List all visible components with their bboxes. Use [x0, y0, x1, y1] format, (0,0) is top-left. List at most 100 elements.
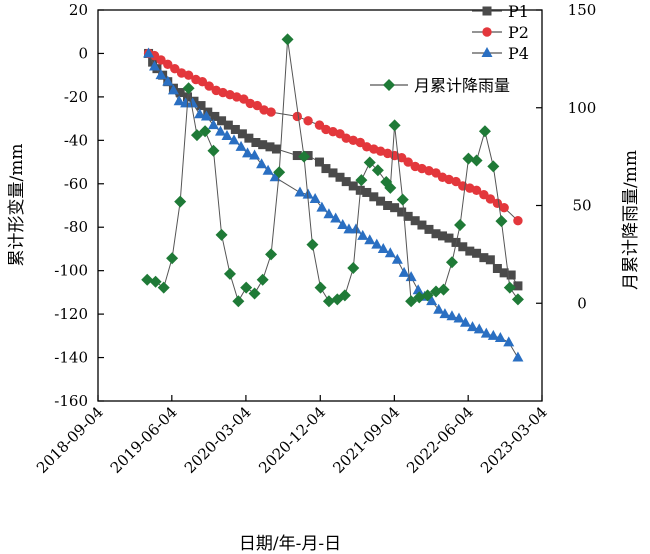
data-point: [433, 303, 445, 314]
data-point: [473, 323, 485, 334]
data-point: [445, 256, 458, 269]
data-point: [173, 95, 185, 106]
data-point: [341, 177, 351, 187]
data-point: [244, 133, 254, 143]
data-point: [149, 275, 162, 288]
y-left-tick-label: -80: [64, 218, 88, 236]
y-right-tick-label: 100: [568, 99, 597, 117]
data-point: [494, 332, 506, 343]
data-point: [251, 138, 261, 148]
y-left-tick-label: -120: [54, 305, 88, 323]
data-point: [167, 84, 179, 95]
data-point: [412, 284, 424, 295]
data-point: [431, 229, 441, 239]
data-point: [256, 273, 269, 286]
data-point: [237, 129, 247, 139]
data-point: [330, 212, 342, 223]
data-point: [232, 295, 245, 308]
data-point: [163, 59, 173, 70]
y-left-tick-label: -40: [64, 131, 88, 149]
data-point: [364, 234, 376, 245]
data-point: [426, 295, 438, 306]
data-point: [203, 107, 213, 117]
data-point: [294, 186, 306, 197]
data-point: [328, 168, 338, 178]
data-point: [242, 147, 254, 158]
data-point: [487, 160, 500, 173]
data-point: [309, 192, 321, 203]
data-point: [384, 181, 397, 194]
data-point: [437, 283, 450, 296]
data-point: [322, 295, 335, 308]
data-point: [199, 125, 212, 138]
data-point: [350, 223, 362, 234]
data-point: [174, 195, 187, 208]
data-point: [348, 181, 358, 191]
data-point: [298, 150, 311, 163]
data-point: [413, 291, 426, 304]
legend-label: 月累计降雨量: [414, 76, 510, 95]
data-point: [166, 252, 179, 265]
data-point: [156, 55, 166, 65]
data-point: [421, 289, 434, 302]
data-point: [323, 208, 335, 219]
data-point: [459, 316, 471, 327]
data-point: [230, 124, 240, 134]
data-point: [292, 151, 302, 161]
data-point: [396, 193, 409, 206]
legend-marker: [482, 6, 492, 16]
y-right-axis-title: 月累计降雨量/mm: [621, 150, 641, 290]
data-point: [439, 308, 451, 319]
data-point: [397, 207, 407, 217]
data-point: [258, 140, 268, 150]
data-point: [215, 228, 228, 241]
data-point: [512, 351, 524, 362]
data-point: [316, 201, 328, 212]
legend-marker: [383, 79, 395, 91]
data-point: [405, 295, 418, 308]
data-point: [143, 47, 155, 58]
data-point: [485, 255, 495, 265]
data-point: [321, 164, 331, 174]
data-point: [256, 158, 268, 169]
x-axis-title: 日期/年-月-日: [239, 534, 341, 554]
data-point: [183, 70, 194, 80]
data-point: [214, 125, 226, 136]
data-point: [472, 248, 482, 258]
data-point: [194, 108, 206, 119]
data-point: [506, 270, 516, 280]
data-point: [265, 142, 275, 152]
data-point: [262, 164, 274, 175]
data-point: [249, 149, 261, 160]
data-point: [223, 267, 236, 280]
legend-marker: [482, 27, 492, 37]
series-layer: [141, 33, 524, 362]
data-point: [485, 194, 496, 204]
data-point: [235, 140, 247, 151]
data-point: [363, 156, 376, 169]
data-point: [376, 196, 386, 206]
data-point: [271, 144, 281, 154]
data-point: [141, 273, 154, 286]
data-point: [314, 281, 327, 294]
y-right-tick-label: 150: [568, 1, 597, 19]
legend-label: P2: [508, 23, 529, 42]
data-point: [240, 281, 253, 294]
data-point: [362, 187, 372, 197]
data-point: [347, 262, 360, 275]
legend-marker: [481, 47, 493, 57]
data-point: [377, 242, 389, 253]
data-point: [446, 310, 458, 321]
data-point: [248, 287, 261, 300]
data-point: [338, 289, 351, 302]
y-right-tick-label: 0: [577, 294, 587, 312]
data-point: [335, 172, 345, 182]
data-point: [266, 107, 276, 117]
data-point: [503, 281, 516, 294]
y-left-tick-label: -160: [54, 392, 88, 410]
data-point: [155, 69, 167, 80]
data-point: [157, 281, 170, 294]
data-point: [444, 233, 454, 243]
data-point: [511, 293, 524, 306]
data-point: [495, 215, 508, 228]
